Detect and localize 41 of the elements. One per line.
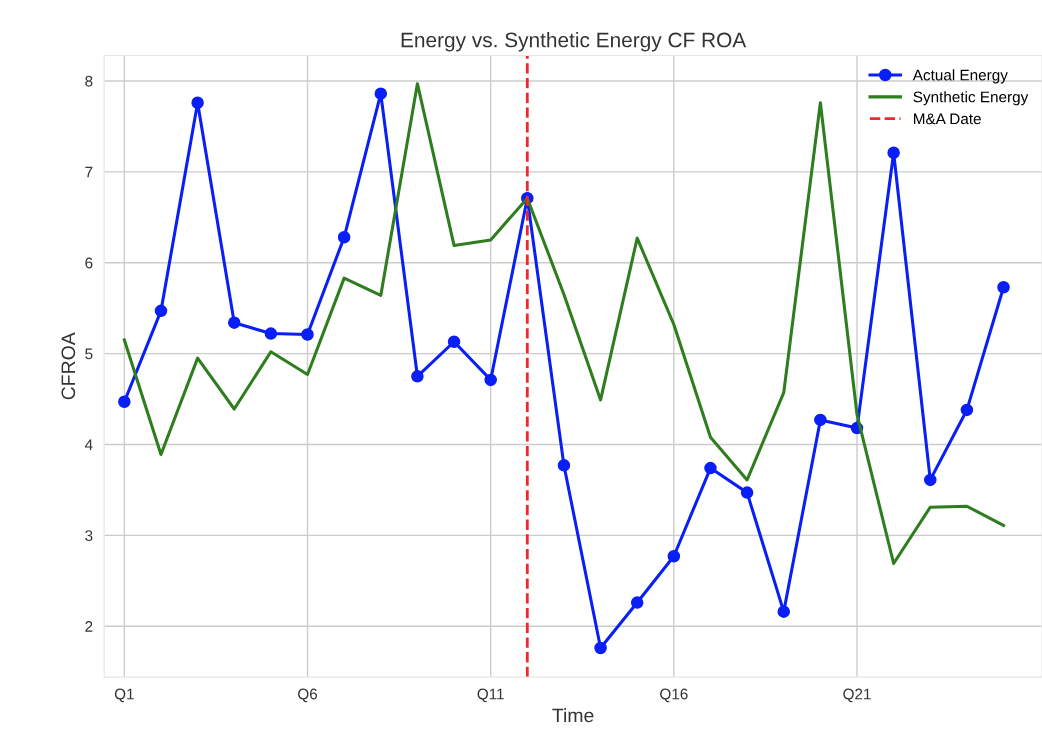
x-tick-label: Q16 xyxy=(660,688,688,703)
point xyxy=(997,280,1010,294)
point xyxy=(411,370,424,383)
point xyxy=(667,549,681,563)
point xyxy=(630,596,644,609)
x-tick-label: Q6 xyxy=(298,688,318,703)
text: M&A Date xyxy=(914,113,981,125)
y-tick-label: 4 xyxy=(84,439,93,450)
y-tick-label: 2 xyxy=(85,621,93,632)
point xyxy=(704,461,717,475)
x-tick-label: Q1 xyxy=(114,688,134,703)
point xyxy=(887,146,900,159)
point xyxy=(777,605,790,618)
point xyxy=(118,395,131,408)
point xyxy=(814,413,827,427)
y-axis-title: CFROA xyxy=(61,332,76,400)
point xyxy=(264,327,278,340)
point xyxy=(374,87,388,100)
y-tick-label: 6 xyxy=(85,257,93,269)
y-tick-label: 3 xyxy=(85,530,93,542)
point xyxy=(740,486,754,499)
legend-label: Synthetic Energy xyxy=(913,91,1029,106)
x-tick-label: Q21 xyxy=(843,688,871,703)
y-tick-label: 5 xyxy=(85,348,93,360)
x-tick-label: Q11 xyxy=(477,688,504,703)
point xyxy=(594,641,607,655)
point xyxy=(960,403,974,417)
point xyxy=(227,316,241,329)
point xyxy=(924,473,937,487)
point xyxy=(337,231,351,244)
point xyxy=(447,335,461,349)
point xyxy=(484,373,497,387)
point xyxy=(301,328,314,341)
point xyxy=(191,96,204,110)
legend-label: Actual Energy xyxy=(912,69,1008,84)
y-tick-label: 7 xyxy=(85,166,93,178)
point xyxy=(154,304,168,318)
x-axis-title: Time xyxy=(552,708,594,723)
y-tick-label: 8 xyxy=(85,75,93,87)
chart-title: Energy vs. Synthetic Energy CF ROA xyxy=(401,32,747,52)
point xyxy=(557,459,571,472)
